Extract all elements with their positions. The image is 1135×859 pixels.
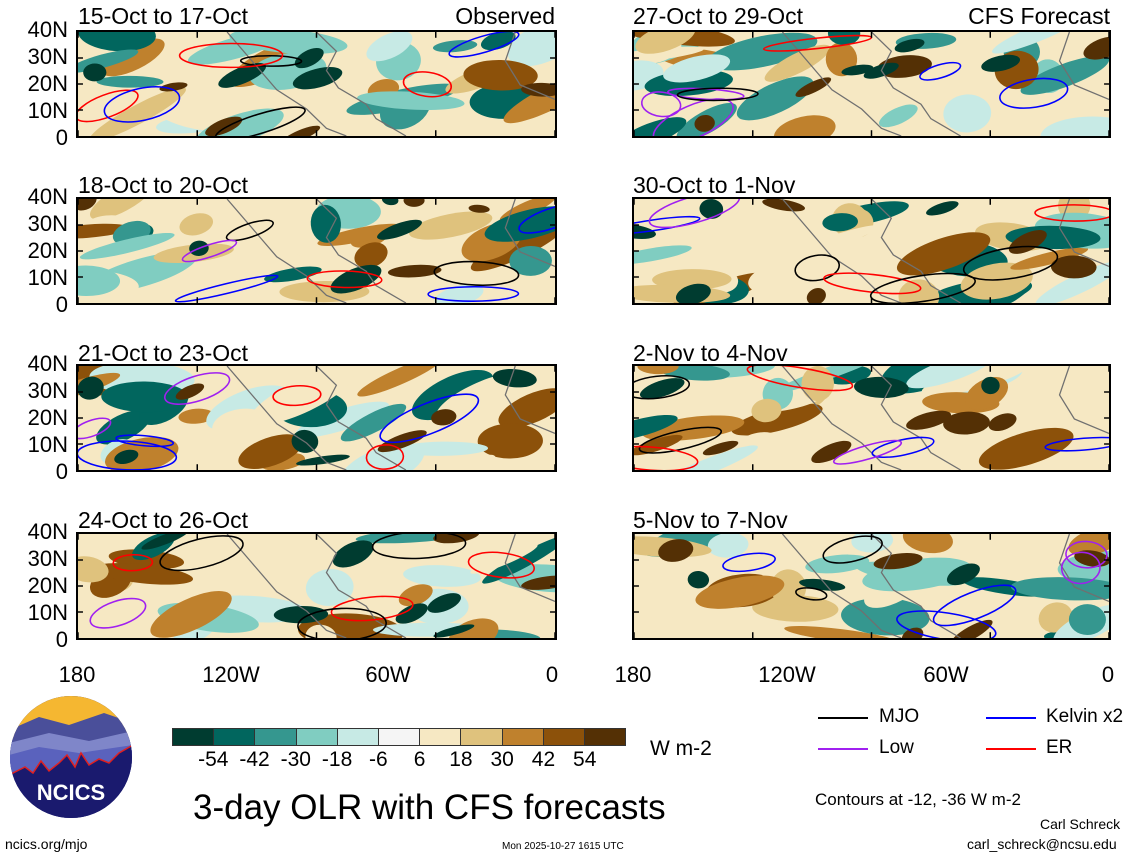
lon-label: 60W [365,662,411,687]
logo-text: NCICS [37,780,105,805]
lon-label: 60W [923,662,969,687]
lat-label: 40N [27,351,68,376]
olr-map-panel [76,197,557,305]
lon-label: 120W [758,662,816,687]
lat-label: 20N [27,238,68,263]
panel-title: 30-Oct to 1-Nov [633,172,796,198]
column-tag-observed: Observed [455,3,555,29]
panel-title: 2-Nov to 4-Nov [633,340,788,366]
lat-label: 30N [27,44,68,69]
panel-title: 21-Oct to 23-Oct [78,340,249,366]
lon-label: 0 [545,662,559,687]
panel-title: 5-Nov to 7-Nov [633,507,788,533]
author-email[interactable]: carl_schreck@ncsu.edu [967,836,1117,852]
olr-map-panel [76,532,557,640]
lon-label: 180 [58,662,96,687]
lat-label: 30N [27,211,68,236]
lat-label: 10N [27,600,68,625]
legend-label-kelvin: Kelvin x2 [1046,706,1124,727]
ncics-logo: NCICS [9,695,133,819]
lon-label: 180 [614,662,652,687]
panel-title: 18-Oct to 20-Oct [78,172,249,198]
olr-map-panel [76,30,557,138]
colorbar-swatch [378,729,421,745]
site-url[interactable]: ncics.org/mjo [5,836,88,852]
timestamp: Mon 2025-10-27 1615 UTC [502,841,624,852]
colorbar-label: -6 [369,748,388,771]
lat-label: 0 [55,627,68,652]
panel-title: 27-Oct to 29-Oct [633,3,804,29]
colorbar-swatch [502,729,544,745]
colorbar-label: -30 [280,748,311,771]
colorbar-swatch [255,729,297,745]
lon-label: 120W [202,662,260,687]
lon-label: 0 [1101,662,1115,687]
lat-label: 20N [27,405,68,430]
colorbar-label: -54 [198,748,229,771]
legend-line-mjo [818,717,868,719]
olr-map-panel [632,364,1111,472]
contour-note: Contours at -12, -36 W m-2 [815,790,1021,809]
olr-map-panel [632,532,1111,640]
colorbar-swatch [461,729,503,745]
olr-map-panel [76,364,557,472]
olr-map-panel [632,197,1111,305]
colorbar-swatch [173,729,215,745]
colorbar-swatch [214,729,256,745]
colorbar-swatch [420,729,462,745]
column-tag-forecast: CFS Forecast [968,3,1110,29]
colorbar-label: 30 [490,748,514,771]
lat-label: 30N [27,378,68,403]
lat-label: 20N [27,71,68,96]
lat-label: 30N [27,546,68,571]
lat-label: 0 [55,459,68,484]
lat-label: 40N [27,17,68,42]
legend-line-er [986,748,1036,750]
colorbar-swatch [337,729,379,745]
author-name: Carl Schreck [1040,816,1121,832]
panel-title: 24-Oct to 26-Oct [78,507,249,533]
colorbar-swatch [296,729,338,745]
colorbar-label: 6 [413,748,426,771]
legend-label-mjo: MJO [879,706,920,727]
legend-label-er: ER [1046,737,1073,758]
lat-label: 0 [55,292,68,317]
colorbar-swatch [543,729,585,745]
colorbar-swatch [584,729,626,745]
panel-title: 15-Oct to 17-Oct [78,3,249,29]
lat-label: 20N [27,573,68,598]
colorbar-label: -42 [239,748,270,771]
legend-label-low: Low [879,737,914,758]
lat-label: 0 [55,125,68,150]
colorbar-label: -18 [321,748,353,771]
lat-label: 10N [27,432,68,457]
lat-label: 10N [27,98,68,123]
colorbar [172,728,626,746]
colorbar-label: 42 [531,748,556,771]
legend-line-kelvin [986,717,1036,719]
lat-label: 40N [27,519,68,544]
units-label: W m-2 [650,737,712,760]
lat-label: 40N [27,184,68,209]
legend-line-low [818,748,868,750]
olr-map-panel [632,30,1111,138]
lat-label: 10N [27,265,68,290]
main-title: 3-day OLR with CFS forecasts [193,788,666,827]
colorbar-label: 18 [449,748,473,771]
colorbar-label: 54 [573,748,597,771]
